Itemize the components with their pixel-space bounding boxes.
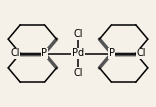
- Text: Cl: Cl: [73, 68, 83, 78]
- Text: Pd: Pd: [72, 48, 84, 59]
- Text: P: P: [41, 48, 47, 59]
- Text: Cl: Cl: [10, 48, 20, 59]
- Text: Cl: Cl: [136, 48, 146, 59]
- Text: Cl: Cl: [73, 29, 83, 39]
- Text: P: P: [109, 48, 115, 59]
